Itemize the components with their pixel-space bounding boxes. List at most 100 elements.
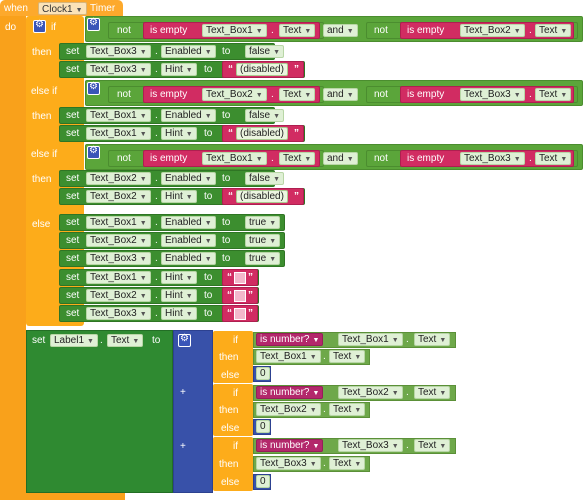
property-dropdown[interactable]: Text ▼ bbox=[535, 152, 572, 165]
component-name: Text_Box1 bbox=[90, 110, 137, 121]
component-dropdown[interactable]: Text_Box3 ▼ bbox=[460, 152, 525, 165]
addition-block[interactable] bbox=[173, 330, 213, 493]
component-dropdown[interactable]: Text_Box2 ▼ bbox=[460, 24, 525, 37]
empty-string-value[interactable] bbox=[234, 290, 246, 302]
boolean-value: true bbox=[249, 253, 267, 264]
property-dropdown[interactable]: Text ▼ bbox=[279, 88, 316, 101]
component-dropdown[interactable]: Text_Box3 ▼ bbox=[86, 45, 151, 58]
component-dropdown[interactable]: Text_Box2 ▼ bbox=[202, 88, 267, 101]
property-dropdown[interactable]: Text ▼ bbox=[279, 152, 316, 165]
component-dropdown[interactable]: Text_Box3 ▼ bbox=[86, 63, 151, 76]
chevron-down-icon: ▼ bbox=[139, 293, 147, 300]
component-dropdown[interactable]: Text_Box2 ▼ bbox=[338, 386, 403, 399]
property-name: Hint bbox=[165, 272, 183, 283]
empty-string-value[interactable] bbox=[234, 308, 246, 320]
boolean-dropdown[interactable]: false ▼ bbox=[245, 109, 285, 122]
gear-icon[interactable] bbox=[87, 145, 100, 159]
string-value[interactable]: (disabled) bbox=[236, 127, 288, 140]
component-dropdown[interactable]: Text_Box1 ▼ bbox=[256, 350, 321, 363]
property-dropdown[interactable]: Text ▼ bbox=[329, 403, 366, 416]
property-dropdown[interactable]: Enabled ▼ bbox=[161, 172, 216, 185]
component-dropdown[interactable]: Text_Box1 ▼ bbox=[202, 24, 267, 37]
component-dropdown[interactable]: Text_Box1 ▼ bbox=[338, 333, 403, 346]
property-dropdown[interactable]: Text ▼ bbox=[414, 439, 451, 452]
property-dropdown[interactable]: Hint ▼ bbox=[161, 289, 197, 302]
is-number-dropdown[interactable]: is number? ▼ bbox=[256, 439, 324, 452]
component-dropdown[interactable]: Clock1 ▼ bbox=[38, 2, 87, 15]
gear-icon[interactable] bbox=[87, 17, 100, 31]
component-dropdown[interactable]: Text_Box3 ▼ bbox=[338, 439, 403, 452]
dot: . bbox=[529, 25, 532, 36]
string-value[interactable]: (disabled) bbox=[236, 63, 288, 76]
to-label: to bbox=[204, 308, 213, 319]
dot: . bbox=[100, 335, 103, 346]
property-dropdown[interactable]: Hint ▼ bbox=[161, 190, 197, 203]
property-dropdown[interactable]: Enabled ▼ bbox=[161, 234, 216, 247]
inline-if-block[interactable] bbox=[213, 437, 253, 491]
property-dropdown[interactable]: Enabled ▼ bbox=[161, 216, 216, 229]
open-quote: “ bbox=[227, 308, 232, 319]
empty-string-value[interactable] bbox=[234, 272, 246, 284]
event-block[interactable]: when Clock1 ▼ Timer bbox=[0, 0, 123, 16]
boolean-dropdown[interactable]: false ▼ bbox=[245, 45, 285, 58]
component-dropdown[interactable]: Text_Box2 ▼ bbox=[86, 190, 151, 203]
is-number-dropdown[interactable]: is number? ▼ bbox=[256, 333, 324, 346]
component-name: Text_Box3 bbox=[90, 46, 137, 57]
is-number-dropdown[interactable]: is number? ▼ bbox=[256, 386, 324, 399]
boolean-dropdown[interactable]: false ▼ bbox=[245, 172, 285, 185]
set-label-block[interactable] bbox=[26, 330, 173, 493]
property-dropdown[interactable]: Text ▼ bbox=[535, 24, 572, 37]
component-dropdown[interactable]: Text_Box1 ▼ bbox=[86, 109, 151, 122]
property-dropdown[interactable]: Text ▼ bbox=[414, 333, 451, 346]
boolean-dropdown[interactable]: true ▼ bbox=[245, 252, 281, 265]
property-dropdown[interactable]: Enabled ▼ bbox=[161, 45, 216, 58]
component-dropdown[interactable]: Label1 ▼ bbox=[50, 334, 98, 347]
property-dropdown[interactable]: Enabled ▼ bbox=[161, 109, 216, 122]
component-dropdown[interactable]: Text_Box2 ▼ bbox=[256, 403, 321, 416]
and-dropdown[interactable]: and ▼ bbox=[323, 24, 358, 37]
component-dropdown[interactable]: Text_Box2 ▼ bbox=[86, 234, 151, 247]
plus-sign: + bbox=[180, 441, 186, 452]
dot: . bbox=[155, 46, 158, 57]
boolean-dropdown[interactable]: true ▼ bbox=[245, 216, 281, 229]
property-name: Text bbox=[539, 25, 558, 36]
property-dropdown[interactable]: Hint ▼ bbox=[161, 127, 197, 140]
property-dropdown[interactable]: Enabled ▼ bbox=[161, 252, 216, 265]
property-dropdown[interactable]: Hint ▼ bbox=[161, 63, 197, 76]
property-dropdown[interactable]: Text ▼ bbox=[279, 24, 316, 37]
property-dropdown[interactable]: Hint ▼ bbox=[161, 271, 197, 284]
gear-icon[interactable] bbox=[33, 19, 46, 33]
property-dropdown[interactable]: Text ▼ bbox=[414, 386, 451, 399]
gear-icon[interactable] bbox=[87, 81, 100, 95]
component-dropdown[interactable]: Text_Box2 ▼ bbox=[86, 289, 151, 302]
component-name: Text_Box3 bbox=[90, 308, 137, 319]
property-dropdown[interactable]: Text ▼ bbox=[535, 88, 572, 101]
component-dropdown[interactable]: Text_Box3 ▼ bbox=[86, 307, 151, 320]
chevron-down-icon: ▼ bbox=[87, 338, 94, 345]
component-dropdown[interactable]: Text_Box3 ▼ bbox=[460, 88, 525, 101]
component-dropdown[interactable]: Text_Box1 ▼ bbox=[86, 216, 151, 229]
number-value[interactable]: 0 bbox=[256, 475, 270, 488]
property-dropdown[interactable]: Text ▼ bbox=[329, 457, 366, 470]
dot: . bbox=[155, 272, 158, 283]
component-dropdown[interactable]: Text_Box3 ▼ bbox=[86, 252, 151, 265]
inline-if-block[interactable] bbox=[213, 331, 253, 383]
and-dropdown[interactable]: and ▼ bbox=[323, 152, 358, 165]
and-dropdown[interactable]: and ▼ bbox=[323, 88, 358, 101]
number-value[interactable]: 0 bbox=[256, 367, 270, 380]
property-dropdown[interactable]: Text ▼ bbox=[329, 350, 366, 363]
property-dropdown[interactable]: Hint ▼ bbox=[161, 307, 197, 320]
not-label: not bbox=[374, 89, 388, 100]
component-dropdown[interactable]: Text_Box1 ▼ bbox=[86, 127, 151, 140]
component-dropdown[interactable]: Text_Box3 ▼ bbox=[256, 457, 321, 470]
dot: . bbox=[155, 128, 158, 139]
inline-if-block[interactable] bbox=[213, 384, 253, 436]
gear-icon[interactable] bbox=[178, 333, 191, 347]
string-value[interactable]: (disabled) bbox=[236, 190, 288, 203]
boolean-dropdown[interactable]: true ▼ bbox=[245, 234, 281, 247]
number-value[interactable]: 0 bbox=[256, 420, 270, 433]
component-dropdown[interactable]: Text_Box1 ▼ bbox=[202, 152, 267, 165]
component-dropdown[interactable]: Text_Box2 ▼ bbox=[86, 172, 151, 185]
property-dropdown[interactable]: Text ▼ bbox=[107, 334, 144, 347]
component-dropdown[interactable]: Text_Box1 ▼ bbox=[86, 271, 151, 284]
